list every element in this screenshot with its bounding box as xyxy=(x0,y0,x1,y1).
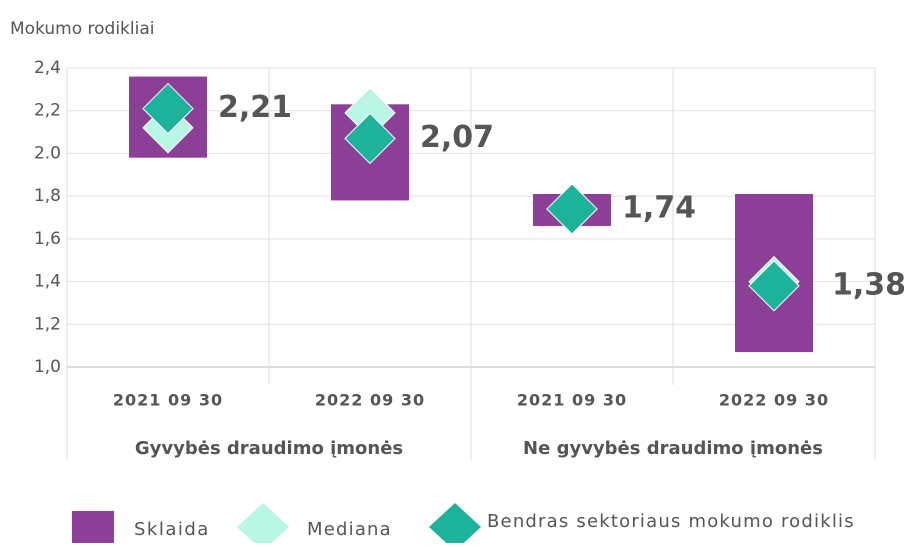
y-tick-label: 1,8 xyxy=(34,186,61,206)
diamond xyxy=(142,82,194,135)
y-tick-label: 1,6 xyxy=(34,229,61,249)
x-tick-label: 2022 09 30 xyxy=(719,391,829,410)
x-tick-label: 2021 09 30 xyxy=(517,391,627,410)
data-label: 2,21 xyxy=(218,90,292,125)
diamond xyxy=(344,112,396,165)
y-tick-label: 2,4 xyxy=(34,58,61,78)
x-tick-label: 2022 09 30 xyxy=(315,391,425,410)
diamond xyxy=(546,183,598,235)
legend-label: Mediana xyxy=(307,519,392,540)
legend-label: Bendras sektoriaus mokumo rodiklis xyxy=(487,511,855,532)
x-tick-label: 2021 09 30 xyxy=(113,391,223,410)
data-label: 2,07 xyxy=(420,120,494,155)
legend-swatch xyxy=(237,503,289,547)
legend-swatch xyxy=(429,503,481,547)
data-label: 1,74 xyxy=(622,190,696,225)
legend-swatch xyxy=(72,511,114,543)
y-tick-label: 1,4 xyxy=(34,272,61,292)
y-axis-label: Mokumo rodikliai xyxy=(10,19,155,39)
diamond xyxy=(748,260,800,312)
group-label: Gyvybės draudimo įmonės xyxy=(135,438,403,459)
y-tick-label: 1,0 xyxy=(34,357,61,377)
group-label: Ne gyvybės draudimo įmonės xyxy=(523,438,823,459)
y-tick-label: 2.0 xyxy=(34,143,61,163)
y-tick-label: 2,2 xyxy=(34,101,61,121)
y-tick-label: 1,2 xyxy=(34,314,61,334)
legend-label: Sklaida xyxy=(134,519,210,540)
data-label: 1,38 xyxy=(832,267,906,302)
